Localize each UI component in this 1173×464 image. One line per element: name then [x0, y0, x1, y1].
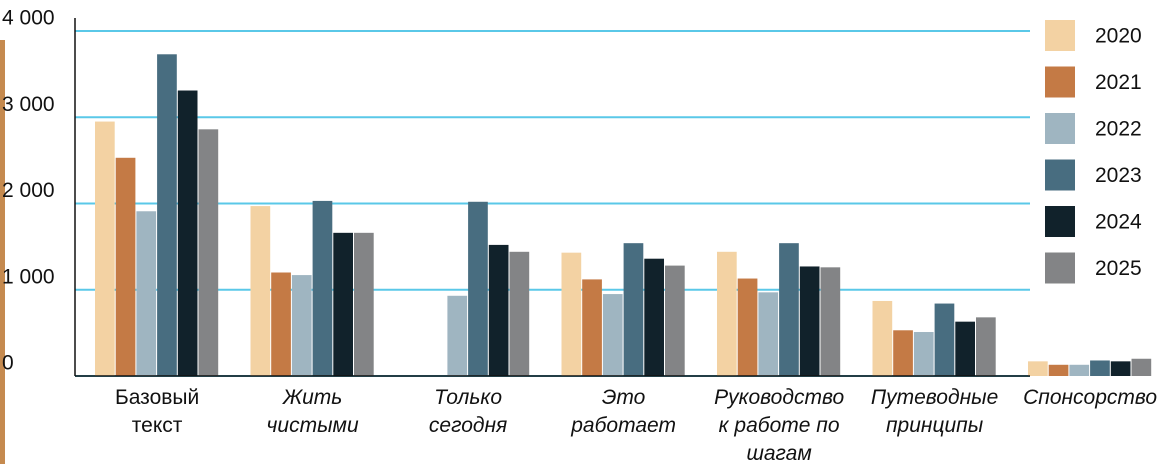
bar: [758, 292, 779, 376]
bar: [1110, 361, 1131, 376]
bar: [198, 129, 219, 376]
bar: [136, 211, 157, 376]
bar: [1028, 361, 1048, 376]
bar: [955, 321, 975, 376]
bar: [934, 303, 955, 376]
bar: [177, 90, 198, 376]
x-tick-label: Только сегодня: [429, 386, 507, 437]
y-tick-label: 2 000: [2, 179, 55, 202]
y-tick-label: 3 000: [2, 93, 55, 116]
legend-swatch: [1045, 159, 1075, 191]
legend-swatch: [1045, 20, 1075, 51]
bar: [291, 275, 312, 376]
bar: [250, 206, 271, 376]
bar: [468, 201, 488, 376]
bar: [1131, 358, 1152, 376]
bar: [509, 251, 530, 376]
bar: [354, 232, 374, 376]
bar: [561, 252, 582, 376]
bar: [1048, 364, 1069, 376]
bar: [271, 272, 291, 376]
legend-swatch: [1045, 113, 1075, 144]
x-tick-label: Это работает: [570, 386, 676, 437]
bar: [644, 258, 664, 376]
legend-label: 2024: [1095, 211, 1142, 234]
bar: [312, 200, 333, 376]
legend-swatch: [1045, 206, 1075, 237]
x-tick-label: Руководство к работе по шагам: [714, 386, 844, 464]
legend-swatch: [1045, 66, 1075, 98]
bar: [95, 121, 115, 376]
bar: [582, 279, 602, 376]
bar: [820, 267, 841, 376]
bar: [799, 266, 820, 376]
y-tick-label: 0: [2, 352, 14, 375]
bar: [872, 300, 893, 376]
bar: [1090, 360, 1110, 376]
bar: [893, 330, 913, 376]
bar: [913, 332, 934, 376]
legend-swatch: [1045, 252, 1075, 284]
bar: [115, 157, 136, 376]
legend-label: 2023: [1095, 164, 1142, 187]
bar: [488, 244, 509, 376]
x-tick-label: Базовый текст: [115, 386, 199, 437]
bar: [447, 295, 468, 376]
bar: [665, 265, 685, 376]
legend-label: 2021: [1095, 71, 1142, 94]
x-tick-label: Жить чистыми: [267, 386, 359, 437]
bar: [737, 278, 758, 376]
bar: [976, 317, 996, 376]
bar: [779, 243, 799, 376]
legend-label: 2020: [1095, 25, 1142, 48]
x-tick-label: Спонсорство: [1023, 386, 1157, 409]
bar: [602, 294, 623, 376]
side-border: [0, 40, 5, 464]
y-tick-label: 1 000: [2, 265, 55, 288]
bar: [623, 243, 644, 376]
x-tick-label: Путеводные принципы: [871, 386, 998, 437]
legend-label: 2025: [1095, 257, 1142, 280]
legend-label: 2022: [1095, 118, 1142, 141]
bar: [157, 54, 177, 376]
bar: [333, 232, 353, 376]
bar: [717, 251, 737, 376]
bar: [1069, 364, 1090, 376]
y-tick-label: 4 000: [2, 7, 55, 30]
